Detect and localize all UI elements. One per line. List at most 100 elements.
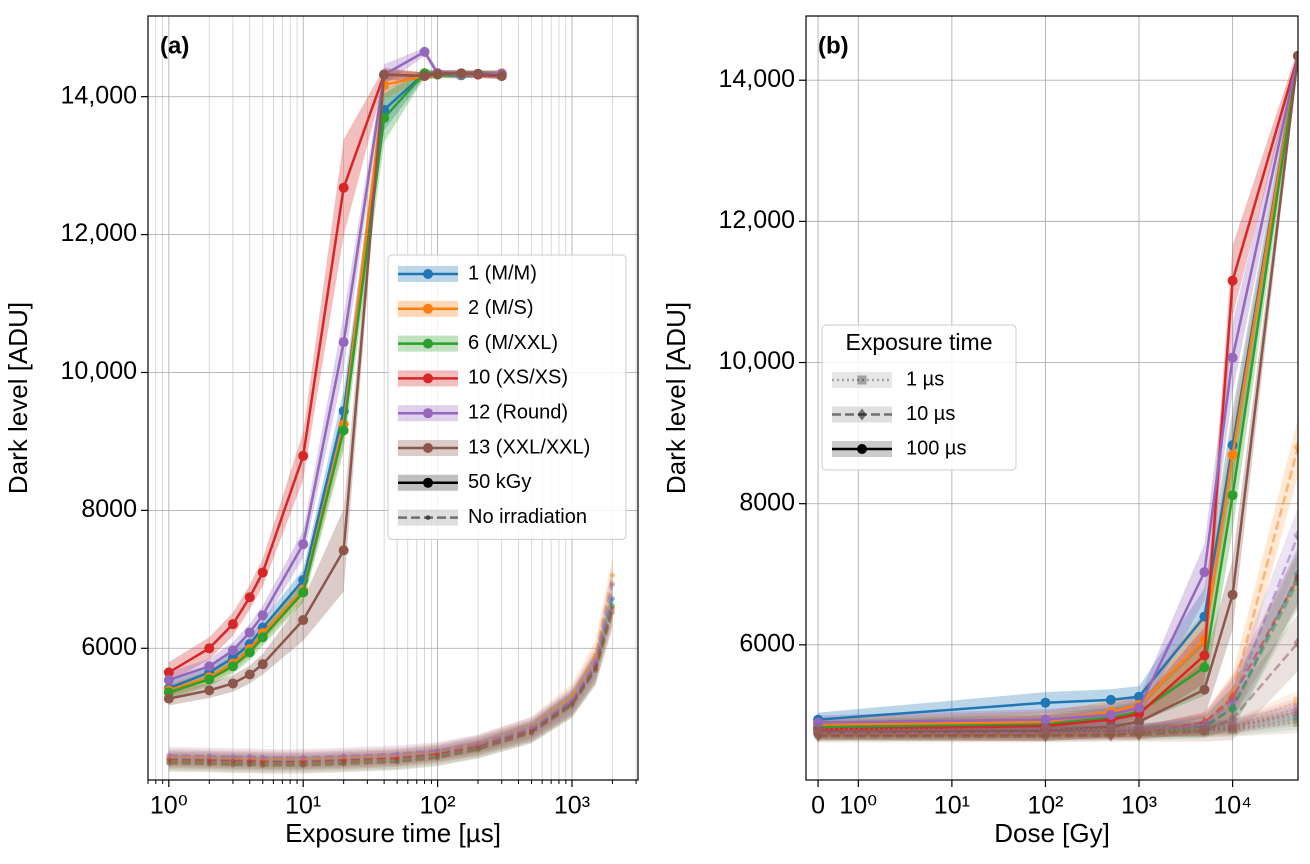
marker <box>338 425 349 436</box>
marker <box>1199 718 1209 731</box>
marker <box>419 46 430 57</box>
marker <box>298 450 309 461</box>
marker <box>257 567 268 578</box>
panel-label: (a) <box>160 32 189 59</box>
y-tick-label: 14,000 <box>719 65 795 93</box>
marker <box>569 703 575 709</box>
legend-label: No irradiation <box>468 506 587 528</box>
marker <box>163 667 174 678</box>
y-tick-label: 6000 <box>81 633 137 661</box>
marker <box>1040 724 1050 734</box>
error-band <box>168 47 502 688</box>
marker <box>247 754 253 760</box>
marker <box>1134 723 1144 733</box>
marker <box>593 667 599 673</box>
y-tick-label: 10,000 <box>719 347 795 375</box>
marker <box>394 756 400 762</box>
marker <box>1293 717 1298 727</box>
marker <box>1134 729 1144 742</box>
marker <box>1134 725 1144 735</box>
marker <box>1228 702 1238 715</box>
line <box>168 574 614 761</box>
marker <box>230 762 236 768</box>
marker <box>204 674 215 685</box>
line <box>818 717 1298 733</box>
marker <box>1134 716 1145 727</box>
marker <box>1106 725 1116 735</box>
x-tick-label: 10² <box>420 792 456 820</box>
line <box>818 707 1298 731</box>
marker <box>1227 352 1238 363</box>
marker <box>1106 725 1116 735</box>
plot-area <box>163 46 615 774</box>
marker <box>298 615 309 626</box>
axes-frame <box>805 15 1299 781</box>
marker <box>475 740 481 746</box>
y-tick-label: 10,000 <box>61 357 137 385</box>
marker <box>813 723 823 733</box>
panel: 10⁰ 10¹ 10² 10³ 6000 8000 10,000 12,000 14,000 Ex… <box>3 15 639 848</box>
marker <box>857 408 867 421</box>
marker <box>1293 707 1298 717</box>
marker <box>1199 725 1209 735</box>
error-band <box>168 69 502 706</box>
marker <box>298 539 309 550</box>
marker <box>206 761 212 767</box>
marker <box>1040 723 1050 733</box>
marker <box>456 68 467 79</box>
x-tick-label: 10⁰ <box>839 792 877 820</box>
error-band <box>818 708 1298 737</box>
marker <box>257 659 268 670</box>
panel: 0 10⁰ 10¹ 10² 10³ 10⁴ 6000 8000 10,000 12,000 14,0… <box>661 15 1299 848</box>
x-tick-label: 10⁴ <box>1213 792 1252 820</box>
marker <box>247 762 253 768</box>
marker <box>1199 724 1209 737</box>
line <box>818 700 1298 731</box>
marker <box>394 751 400 757</box>
x-axis-label: Exposure time [µs] <box>285 818 501 848</box>
marker <box>1199 724 1209 734</box>
marker <box>423 443 433 453</box>
marker <box>1293 50 1298 61</box>
marker <box>1040 725 1050 735</box>
marker <box>300 754 306 760</box>
marker <box>1228 695 1238 708</box>
marker <box>1227 589 1238 600</box>
marker <box>1227 449 1238 460</box>
marker <box>1228 721 1238 731</box>
marker <box>260 759 266 765</box>
legend-box <box>387 254 627 540</box>
marker <box>1106 723 1116 733</box>
y-tick-label: 8000 <box>739 488 795 516</box>
marker <box>609 572 615 578</box>
marker <box>423 338 433 349</box>
y-tick-label: 6000 <box>739 629 795 657</box>
line <box>168 583 614 759</box>
marker <box>379 69 390 80</box>
marker <box>247 758 253 764</box>
marker <box>432 68 443 79</box>
marker <box>1199 723 1209 733</box>
marker <box>1293 529 1298 542</box>
marker <box>813 717 824 728</box>
marker <box>257 632 268 643</box>
marker <box>1227 490 1238 501</box>
marker <box>206 753 212 759</box>
marker <box>593 652 599 658</box>
marker <box>204 643 215 654</box>
marker <box>813 725 823 735</box>
marker <box>857 375 867 385</box>
marker <box>1105 694 1116 705</box>
marker <box>341 753 347 759</box>
marker <box>1227 275 1238 286</box>
x-tick-label: 10¹ <box>285 792 321 820</box>
marker <box>813 726 823 736</box>
marker <box>1293 571 1298 584</box>
marker <box>1106 727 1116 737</box>
legend-label: 13 (XXL/XXL) <box>468 436 590 458</box>
marker <box>813 725 823 735</box>
y-axis-label: Dark level [ADU] <box>3 302 33 494</box>
x-tick-label: 10³ <box>1121 792 1157 820</box>
marker <box>257 610 268 621</box>
